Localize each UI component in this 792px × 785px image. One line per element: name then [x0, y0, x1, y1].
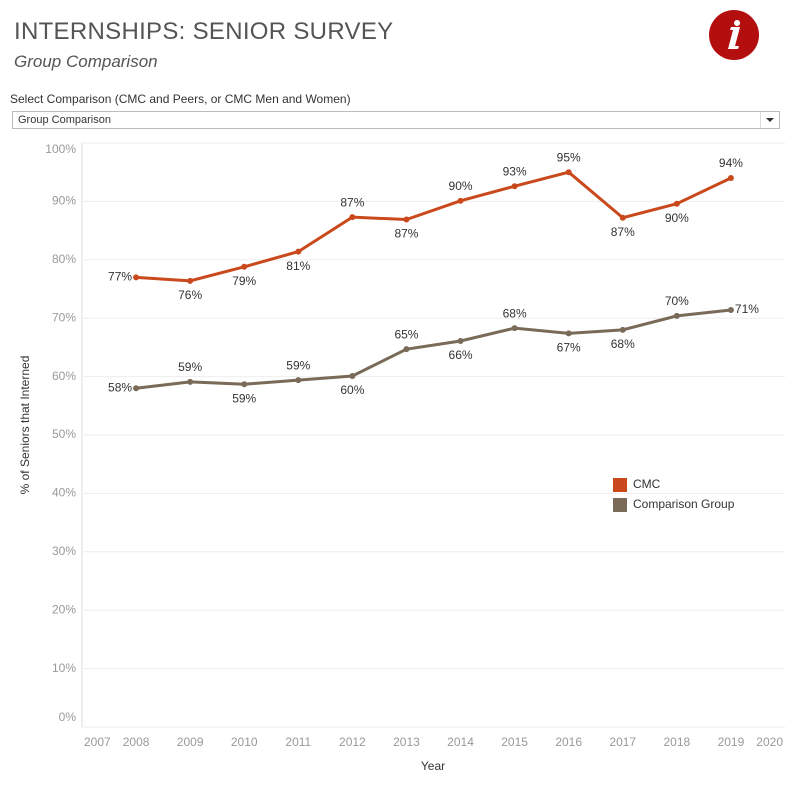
info-icon[interactable]	[709, 10, 759, 60]
x-tick-label: 2017	[609, 735, 636, 749]
data-point	[457, 337, 464, 344]
data-label: 65%	[394, 327, 418, 341]
x-tick-label: 2013	[393, 735, 420, 749]
data-point	[727, 175, 734, 182]
data-point	[565, 169, 572, 176]
legend-swatch	[613, 498, 627, 512]
y-tick-label: 50%	[52, 427, 76, 441]
data-point	[241, 381, 248, 388]
data-label: 71%	[735, 302, 759, 316]
y-tick-label: 70%	[52, 310, 76, 324]
data-label: 79%	[232, 274, 256, 288]
x-tick-label: 2007	[84, 735, 111, 749]
data-point	[133, 385, 140, 392]
data-label: 66%	[449, 348, 473, 362]
data-point	[133, 274, 140, 281]
x-tick-label: 2011	[285, 735, 311, 749]
series-line	[135, 308, 732, 390]
x-tick-label: 2014	[447, 735, 474, 749]
x-tick-label: 2008	[123, 735, 150, 749]
data-label: 95%	[557, 150, 581, 164]
legend-swatch	[613, 478, 627, 492]
data-point	[511, 183, 518, 190]
data-point	[457, 197, 464, 204]
y-tick-label: 0%	[59, 710, 77, 724]
data-point	[295, 248, 302, 255]
x-tick-label: 2015	[501, 735, 528, 749]
x-tick-label: 2018	[663, 735, 690, 749]
dropdown-value: Group Comparison	[18, 114, 111, 126]
data-label: 90%	[665, 211, 689, 225]
data-label: 59%	[178, 360, 202, 374]
data-point	[727, 307, 734, 314]
dashboard-title: INTERNSHIPS: SENIOR SURVEY	[14, 18, 394, 45]
y-tick-label: 100%	[45, 142, 76, 156]
data-label: 59%	[286, 358, 310, 372]
y-tick-label: 20%	[52, 602, 76, 616]
data-point	[241, 263, 248, 270]
data-label: 87%	[611, 225, 635, 239]
y-tick-label: 90%	[52, 194, 76, 208]
data-label: 58%	[108, 380, 132, 394]
x-axis-title: Year	[421, 759, 445, 773]
y-tick-label: 30%	[52, 544, 76, 558]
data-label: 67%	[557, 341, 581, 355]
x-tick-label: 2016	[555, 735, 582, 749]
data-point	[403, 216, 410, 223]
y-tick-label: 60%	[52, 369, 76, 383]
data-label: 94%	[719, 156, 743, 170]
x-tick-label: 2010	[231, 735, 258, 749]
legend-label: CMC	[633, 477, 661, 491]
data-point	[673, 200, 680, 207]
data-label: 68%	[503, 306, 527, 320]
data-label: 93%	[503, 164, 527, 178]
filter-label: Select Comparison (CMC and Peers, or CMC…	[10, 92, 351, 106]
arrow-icon	[766, 118, 774, 122]
x-tick-label: 2020	[756, 735, 783, 749]
data-label: 90%	[449, 179, 473, 193]
y-tick-label: 80%	[52, 252, 76, 266]
x-tick-label: 2012	[339, 735, 366, 749]
data-point	[403, 346, 410, 353]
series-line	[135, 170, 732, 283]
data-point	[187, 378, 194, 385]
data-point	[619, 326, 626, 333]
data-label: 68%	[611, 337, 635, 351]
data-label: 70%	[665, 294, 689, 308]
dropdown-arrow[interactable]	[760, 112, 779, 128]
data-point	[295, 377, 302, 384]
data-point	[349, 373, 356, 380]
data-point	[511, 325, 518, 332]
data-point	[673, 312, 680, 319]
x-tick-label: 2019	[718, 735, 745, 749]
data-label: 60%	[340, 383, 364, 397]
data-point	[619, 214, 626, 221]
data-point	[349, 214, 356, 221]
data-label: 59%	[232, 391, 256, 405]
data-point	[187, 277, 194, 284]
y-axis-title: % of Seniors that Interned	[18, 356, 32, 495]
legend-label: Comparison Group	[633, 497, 735, 511]
data-label: 87%	[340, 195, 364, 209]
x-tick-label: 2009	[177, 735, 204, 749]
filter-dropdown[interactable]: Group Comparison	[12, 111, 780, 129]
data-label: 87%	[394, 227, 418, 241]
y-tick-label: 40%	[52, 486, 76, 500]
data-label: 77%	[108, 269, 132, 283]
data-label: 81%	[286, 259, 310, 273]
data-point	[565, 330, 572, 337]
dashboard-subtitle: Group Comparison	[14, 52, 158, 71]
y-tick-label: 10%	[52, 661, 76, 675]
data-label: 76%	[178, 288, 202, 302]
